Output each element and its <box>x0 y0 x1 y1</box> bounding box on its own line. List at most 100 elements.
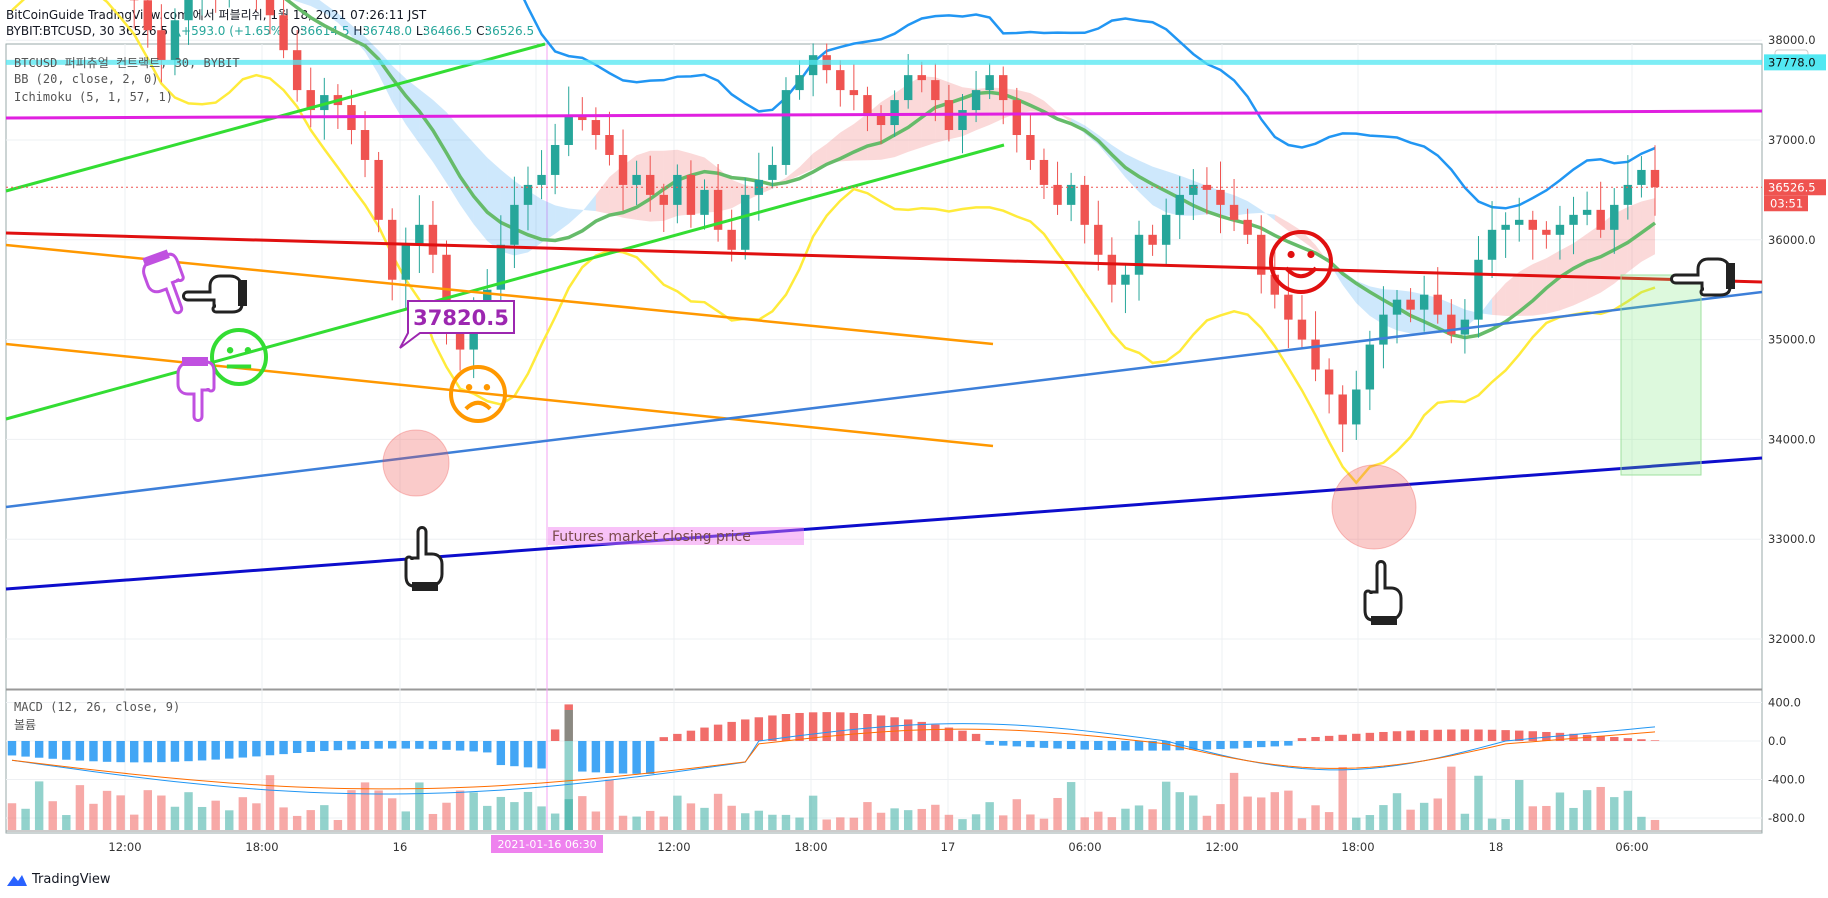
volume-bar[interactable] <box>1284 790 1293 830</box>
macd-line[interactable] <box>11 723 1656 795</box>
candle[interactable] <box>1161 214 1171 245</box>
macd-bar[interactable] <box>1487 729 1497 741</box>
volume-bar[interactable] <box>686 803 696 830</box>
volume-bar[interactable] <box>876 812 886 830</box>
candle[interactable] <box>1447 314 1456 335</box>
hand-pointer-up-left-icon[interactable] <box>404 526 444 592</box>
hand-pointer-right-icon[interactable] <box>1670 257 1736 297</box>
volume-bar[interactable] <box>537 806 546 830</box>
macd-bar[interactable] <box>836 712 845 741</box>
macd-bar[interactable] <box>550 729 560 741</box>
volume-bar[interactable] <box>157 795 166 830</box>
volume-bar[interactable] <box>415 782 424 830</box>
candle[interactable] <box>1053 184 1062 205</box>
volume-bar[interactable] <box>1433 798 1442 830</box>
macd-bar[interactable] <box>102 741 112 762</box>
macd-bar[interactable] <box>211 741 220 760</box>
volume-bar[interactable] <box>1080 817 1089 830</box>
volume-bar[interactable] <box>523 791 533 830</box>
volume-bar[interactable] <box>1650 819 1660 830</box>
macd-bar[interactable] <box>741 719 750 741</box>
volume-bar[interactable] <box>1406 809 1415 830</box>
candle[interactable] <box>442 254 451 320</box>
ichimoku-fast-line[interactable] <box>11 0 1656 485</box>
volume-bar[interactable] <box>618 815 628 830</box>
volume-bar[interactable] <box>1637 816 1646 830</box>
candle[interactable] <box>578 115 587 121</box>
macd-bar[interactable] <box>1392 731 1402 741</box>
macd-bar[interactable] <box>116 741 125 763</box>
candle[interactable] <box>903 75 913 101</box>
macd-bar[interactable] <box>1406 730 1415 741</box>
volume-bar[interactable] <box>1094 811 1103 830</box>
macd-bar[interactable] <box>374 741 383 749</box>
volume-bar[interactable] <box>1175 792 1184 830</box>
bb-upper-band[interactable] <box>12 0 1656 210</box>
macd-bar[interactable] <box>700 727 709 741</box>
macd-bar[interactable] <box>7 741 17 756</box>
candle[interactable] <box>1148 234 1157 245</box>
candle[interactable] <box>645 174 655 195</box>
candle[interactable] <box>1487 229 1497 260</box>
macd-bar[interactable] <box>197 741 207 761</box>
macd-bar[interactable] <box>591 741 601 773</box>
macd-bar[interactable] <box>1189 741 1198 750</box>
candle[interactable] <box>1284 294 1293 320</box>
candle[interactable] <box>727 229 736 250</box>
volume-bar[interactable] <box>265 775 275 830</box>
main-legend-bb[interactable]: BB (20, close, 2, 0) <box>14 72 159 86</box>
volume-bar[interactable] <box>958 819 967 830</box>
candle[interactable] <box>999 75 1008 101</box>
macd-bar[interactable] <box>1610 736 1619 741</box>
macd-bar[interactable] <box>931 724 940 741</box>
macd-bar[interactable] <box>999 741 1008 746</box>
macd-bar[interactable] <box>1460 729 1470 741</box>
macd-bar[interactable] <box>496 741 506 766</box>
volume-bar[interactable] <box>754 810 764 830</box>
volume-bar[interactable] <box>1623 790 1633 830</box>
macd-bar[interactable] <box>1447 729 1456 741</box>
volume-bar[interactable] <box>1107 817 1117 830</box>
volume-bar[interactable] <box>238 797 248 830</box>
macd-bar[interactable] <box>415 741 424 749</box>
macd-bar[interactable] <box>1352 733 1361 741</box>
candle[interactable] <box>1433 294 1442 315</box>
candle[interactable] <box>1066 184 1076 205</box>
sad-face-icon[interactable] <box>449 365 507 423</box>
volume-bar[interactable] <box>836 817 845 830</box>
volume-bar[interactable] <box>1148 809 1157 830</box>
macd-bar[interactable] <box>455 741 465 751</box>
volume-bar[interactable] <box>1379 805 1388 830</box>
macd-bar[interactable] <box>1121 741 1130 751</box>
candle[interactable] <box>537 174 546 185</box>
volume-bar[interactable] <box>320 805 329 830</box>
macd-bar[interactable] <box>1284 741 1293 746</box>
volume-bar[interactable] <box>822 819 831 830</box>
candle[interactable] <box>876 115 886 126</box>
macd-bar[interactable] <box>1270 741 1280 747</box>
volume-bar[interactable] <box>903 810 913 830</box>
projection-box[interactable] <box>1620 274 1702 476</box>
candle[interactable] <box>741 194 750 250</box>
candle[interactable] <box>795 75 804 91</box>
macd-bar[interactable] <box>360 741 370 750</box>
macd-bar[interactable] <box>632 741 641 774</box>
candle[interactable] <box>143 0 152 31</box>
volume-bar[interactable] <box>971 814 981 830</box>
volume-bar[interactable] <box>1053 797 1062 830</box>
price-callout[interactable]: 37820.5 <box>399 300 515 349</box>
macd-bar[interactable] <box>863 714 872 741</box>
macd-bar[interactable] <box>1134 741 1144 751</box>
signal-line[interactable] <box>11 728 1656 790</box>
volume-bar[interactable] <box>1257 797 1266 830</box>
volume-bar[interactable] <box>360 782 370 830</box>
macd-bar[interactable] <box>1582 734 1592 741</box>
candle[interactable] <box>455 319 465 350</box>
macd-bar[interactable] <box>1474 729 1483 741</box>
macd-bar[interactable] <box>808 712 818 741</box>
macd-bar[interactable] <box>1555 732 1565 741</box>
macd-bar[interactable] <box>1161 741 1171 751</box>
volume-bar[interactable] <box>510 802 519 830</box>
candle[interactable] <box>415 224 424 245</box>
highlight-circle-right[interactable] <box>1331 464 1417 550</box>
